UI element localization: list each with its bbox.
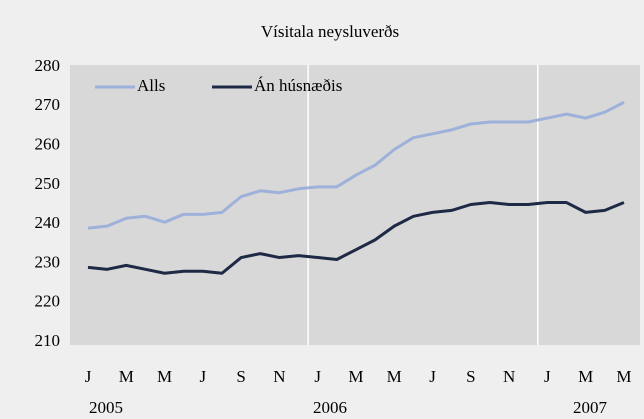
y-tick-label: 280 <box>35 56 61 75</box>
x-tick-label: M <box>157 367 172 386</box>
y-tick-label: 220 <box>35 292 61 311</box>
x-tick-label: J <box>544 367 551 386</box>
x-tick-label: J <box>200 367 207 386</box>
x-tick-label: M <box>348 367 363 386</box>
year-label: 2005 <box>89 398 123 417</box>
x-tick-label: J <box>429 367 436 386</box>
y-tick-label: 260 <box>35 134 61 153</box>
x-tick-label: M <box>578 367 593 386</box>
x-tick-label: M <box>616 367 631 386</box>
chart-title: Vísitala neysluverðs <box>261 22 399 41</box>
y-tick-label: 230 <box>35 252 61 271</box>
line-series <box>87 201 625 275</box>
x-tick-label: N <box>273 367 285 386</box>
x-tick-label: M <box>387 367 402 386</box>
legend-label: Alls <box>137 76 165 95</box>
year-label: 2006 <box>313 398 347 417</box>
x-tick-label: J <box>85 367 92 386</box>
legend-label: Án húsnæðis <box>254 76 342 95</box>
plot-area <box>70 65 640 345</box>
y-tick-label: 210 <box>35 331 61 350</box>
x-tick-label: S <box>236 367 245 386</box>
year-label: 2007 <box>573 398 608 417</box>
line-series <box>87 101 625 230</box>
y-tick-label: 250 <box>35 174 61 193</box>
x-tick-label: M <box>119 367 134 386</box>
x-tick-label: J <box>314 367 321 386</box>
y-tick-label: 270 <box>35 95 61 114</box>
y-tick-label: 240 <box>35 213 61 232</box>
x-tick-label: N <box>503 367 515 386</box>
x-tick-label: S <box>466 367 475 386</box>
